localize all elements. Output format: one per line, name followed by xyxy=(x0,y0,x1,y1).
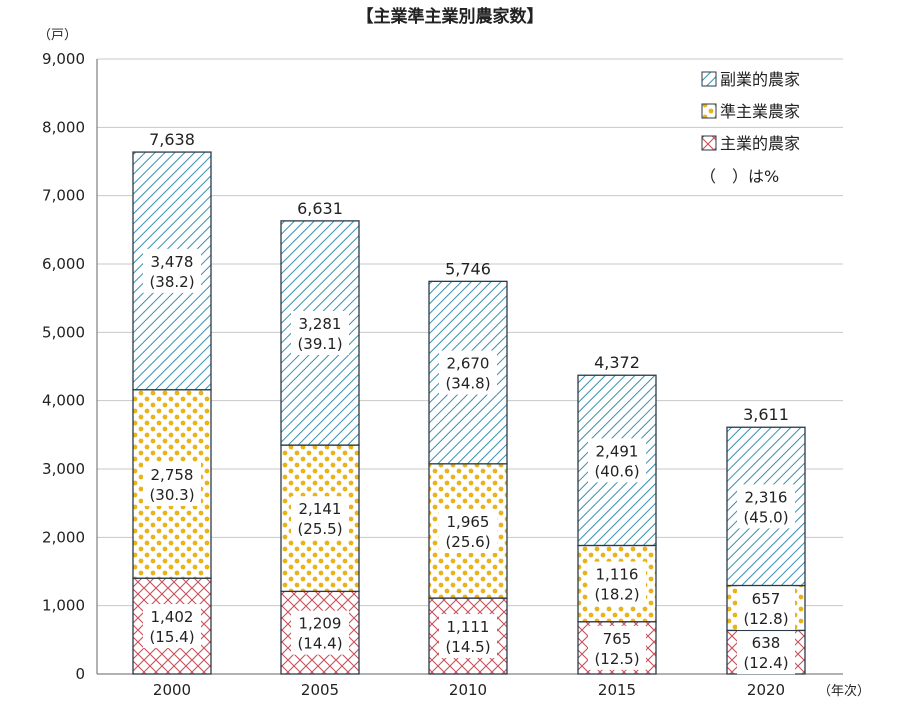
segment-value-label: 765 xyxy=(603,630,632,648)
x-axis-unit-label: （年次） xyxy=(818,683,870,699)
segment-percent-label: (30.3) xyxy=(149,486,194,504)
segment-label-bg xyxy=(291,610,349,655)
x-axis-ticks: 2000 2005 2010 2015 2020 xyxy=(153,681,785,699)
segment-percent-label: (25.5) xyxy=(297,520,342,538)
segment-label-bg xyxy=(439,508,497,553)
x-tick-label: 2015 xyxy=(598,681,636,699)
segment-percent-label: (34.8) xyxy=(445,375,490,393)
segment-percent-label: (39.1) xyxy=(297,335,342,353)
segment-value-label: 1,402 xyxy=(151,608,194,626)
legend-label-main: 主業的農家 xyxy=(720,134,800,153)
segment-label-bg xyxy=(588,438,646,483)
x-tick-label: 2020 xyxy=(747,681,785,699)
segment-percent-label: (38.2) xyxy=(149,273,194,291)
bar-total-label: 4,372 xyxy=(594,353,640,372)
segment-label-bg xyxy=(291,496,349,541)
segment-percent-label: (12.8) xyxy=(743,610,788,628)
legend-swatch-semi xyxy=(701,103,717,119)
segment-percent-label: (18.2) xyxy=(594,586,639,604)
y-tick-label: 4,000 xyxy=(42,392,85,410)
segment-percent-label: (45.0) xyxy=(743,508,788,526)
segment-label-bg xyxy=(737,484,795,529)
legend-swatch-side xyxy=(701,71,717,87)
bar-total-label: 3,611 xyxy=(743,405,789,424)
segment-label-bg xyxy=(143,461,201,506)
legend-label-semi: 準主業農家 xyxy=(720,102,800,121)
y-tick-label: 1,000 xyxy=(42,597,85,615)
legend: 副業的農家 準主業農家 主業的農家 （ ）は% xyxy=(700,70,800,186)
y-tick-label: 5,000 xyxy=(42,323,85,341)
y-tick-label: 0 xyxy=(75,665,85,683)
segment-percent-label: (12.4) xyxy=(743,654,788,672)
segment-value-label: 2,670 xyxy=(447,355,490,373)
segment-label-bg xyxy=(737,585,795,630)
segment-label-bg xyxy=(588,561,646,606)
segment-value-label: 638 xyxy=(752,634,781,652)
x-tick-label: 2005 xyxy=(301,681,339,699)
bars-group: 1,402 (15.4) 2,758 (30.3) 3,478 (38.2) 7,638 1,… xyxy=(132,130,806,675)
segment-label-bg xyxy=(439,350,497,395)
y-tick-label: 3,000 xyxy=(42,460,85,478)
segment-value-label: 2,491 xyxy=(596,442,639,460)
segment-percent-label: (12.5) xyxy=(594,650,639,668)
bar-total-label: 7,638 xyxy=(149,130,195,149)
y-tick-label: 2,000 xyxy=(42,528,85,546)
segment-value-label: 2,141 xyxy=(299,500,342,518)
y-axis-ticks: 0 1,000 2,000 3,000 4,000 5,000 6,000 7,000 8,00… xyxy=(42,50,85,683)
segment-percent-label: (25.6) xyxy=(445,533,490,551)
y-tick-label: 7,000 xyxy=(42,187,85,205)
y-tick-label: 6,000 xyxy=(42,255,85,273)
segment-value-label: 3,281 xyxy=(299,315,342,333)
segment-percent-label: (14.5) xyxy=(445,638,490,656)
y-tick-label: 9,000 xyxy=(42,50,85,68)
segment-value-label: 2,758 xyxy=(151,466,194,484)
legend-note: （ ）は% xyxy=(700,167,779,186)
segment-value-label: 1,111 xyxy=(447,618,490,636)
y-axis-unit-label: （戸） xyxy=(38,28,77,43)
segment-percent-label: (15.4) xyxy=(149,628,194,646)
segment-label-bg xyxy=(143,248,201,293)
segment-value-label: 3,478 xyxy=(151,253,194,271)
segment-label-bg xyxy=(737,630,795,675)
segment-value-label: 657 xyxy=(752,590,781,608)
segment-value-label: 2,316 xyxy=(745,488,788,506)
bar-total-label: 6,631 xyxy=(297,199,343,218)
bar-total-label: 5,746 xyxy=(445,259,491,278)
segment-value-label: 1,965 xyxy=(447,513,490,531)
legend-swatch-main xyxy=(701,135,717,151)
x-tick-label: 2000 xyxy=(153,681,191,699)
segment-value-label: 1,209 xyxy=(299,615,342,633)
x-tick-label: 2010 xyxy=(449,681,487,699)
segment-value-label: 1,116 xyxy=(596,566,639,584)
segment-percent-label: (40.6) xyxy=(594,462,639,480)
segment-percent-label: (14.4) xyxy=(297,635,342,653)
chart-title: 【主業準主業別農家数】 xyxy=(357,6,544,27)
segment-label-bg xyxy=(143,604,201,649)
segment-label-bg xyxy=(588,625,646,670)
y-tick-label: 8,000 xyxy=(42,118,85,136)
segment-label-bg xyxy=(439,614,497,659)
legend-label-side: 副業的農家 xyxy=(720,70,800,89)
segment-label-bg xyxy=(291,310,349,355)
